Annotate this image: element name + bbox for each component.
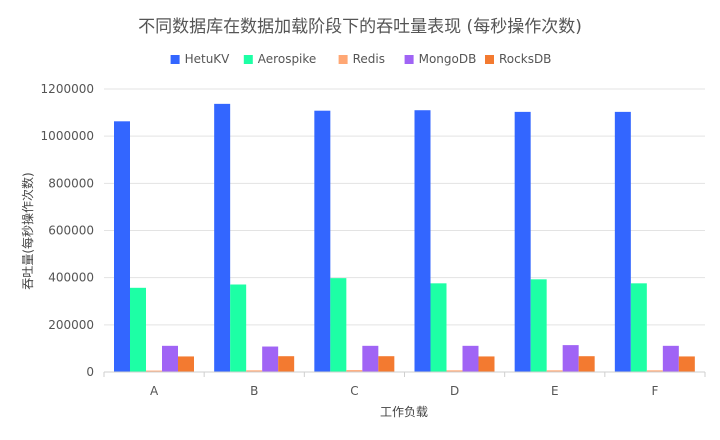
y-axis: 0 200000 400000 600000 800000 1000000 1200000 bbox=[41, 82, 94, 379]
bar-rocksdb-d bbox=[478, 356, 495, 372]
y-tick-label: 200000 bbox=[48, 318, 94, 332]
bars bbox=[114, 103, 695, 373]
bar-hetukv-d bbox=[414, 110, 431, 372]
legend-swatch bbox=[338, 55, 348, 64]
x-axis: A B C D E F bbox=[103, 371, 706, 398]
bar-mongodb-f bbox=[662, 345, 679, 372]
bar-rocksdb-f bbox=[678, 356, 695, 372]
bar-hetukv-e bbox=[514, 111, 531, 373]
y-tick-label: 0 bbox=[86, 365, 94, 379]
x-tick-label: E bbox=[551, 384, 559, 398]
y-tick-label: 400000 bbox=[48, 271, 94, 285]
legend-label: Redis bbox=[353, 52, 385, 66]
chart-title: 不同数据库在数据加载阶段下的吞吐量表现 (每秒操作次数) bbox=[138, 17, 582, 37]
x-tick-label: A bbox=[150, 384, 159, 398]
y-axis-title: 吞吐量(每秒操作次数) bbox=[20, 172, 35, 289]
legend-label: RocksDB bbox=[499, 52, 551, 66]
bar-aerospike-f bbox=[630, 283, 647, 372]
legend-item-aerospike: Aerospike bbox=[243, 52, 317, 66]
x-tick-label: B bbox=[250, 384, 258, 398]
bar-rocksdb-a bbox=[178, 356, 194, 372]
legend-label: Aerospike bbox=[258, 52, 317, 66]
x-axis-title: 工作负载 bbox=[380, 405, 428, 419]
bar-rocksdb-b bbox=[278, 356, 295, 372]
x-tick-label: D bbox=[450, 384, 459, 398]
y-tick-label: 1000000 bbox=[41, 129, 94, 143]
bar-redis-b bbox=[246, 370, 263, 372]
bar-mongodb-e bbox=[562, 345, 579, 372]
y-tick-label: 600000 bbox=[48, 224, 94, 238]
bar-aerospike-d bbox=[430, 283, 447, 372]
bar-redis-a bbox=[146, 370, 162, 372]
bar-aerospike-b bbox=[230, 284, 247, 372]
bar-hetukv-a bbox=[114, 121, 130, 372]
bar-hetukv-b bbox=[214, 103, 231, 373]
bar-aerospike-c bbox=[330, 278, 347, 372]
legend-label: MongoDB bbox=[419, 52, 477, 66]
legend-item-hetukv: HetuKV bbox=[170, 52, 231, 66]
bar-mongodb-b bbox=[262, 346, 279, 372]
bar-redis-d bbox=[446, 370, 463, 372]
bar-aerospike-a bbox=[130, 287, 146, 372]
bar-redis-e bbox=[546, 370, 563, 372]
bar-mongodb-d bbox=[462, 345, 479, 372]
bar-mongodb-c bbox=[362, 345, 379, 372]
y-tick-label: 1200000 bbox=[41, 82, 94, 96]
bar-rocksdb-e bbox=[578, 356, 595, 372]
gridlines bbox=[104, 88, 705, 326]
legend: HetuKV Aerospike Redis MongoDB RocksDB bbox=[170, 52, 551, 66]
legend-label: HetuKV bbox=[185, 52, 231, 66]
legend-swatch bbox=[243, 55, 253, 64]
legend-item-mongodb: MongoDB bbox=[404, 52, 477, 66]
y-tick-label: 800000 bbox=[48, 176, 94, 190]
bar-mongodb-a bbox=[162, 345, 178, 372]
x-tick-label: F bbox=[651, 384, 658, 398]
legend-swatch bbox=[485, 55, 494, 64]
legend-item-redis: Redis bbox=[338, 52, 385, 66]
legend-swatch bbox=[404, 55, 414, 64]
legend-swatch bbox=[170, 55, 180, 64]
bar-redis-c bbox=[346, 370, 363, 372]
x-tick-label: C bbox=[350, 384, 358, 398]
bar-aerospike-e bbox=[530, 279, 547, 372]
legend-item-rocksdb: RocksDB bbox=[485, 52, 551, 66]
bar-hetukv-f bbox=[614, 111, 631, 373]
bar-rocksdb-c bbox=[378, 356, 395, 372]
bar-hetukv-c bbox=[314, 110, 331, 373]
bar-redis-f bbox=[646, 370, 663, 372]
